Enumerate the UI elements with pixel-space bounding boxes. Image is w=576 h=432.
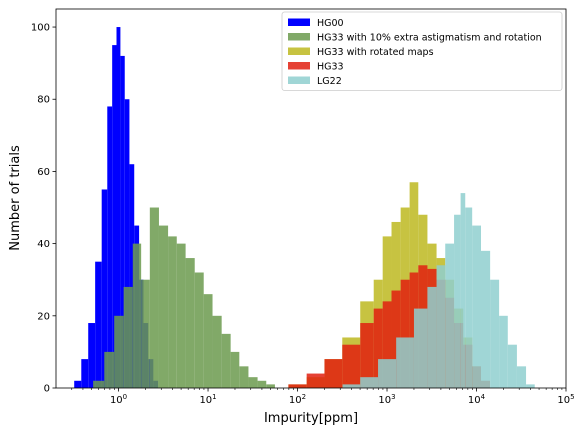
y-axis-label: Number of trials xyxy=(8,145,23,251)
legend-swatch xyxy=(288,47,310,55)
legend-box xyxy=(281,11,563,91)
x-axis-ticks: 100 101 102 103 104 105 xyxy=(71,388,575,406)
bar xyxy=(360,323,374,388)
bar xyxy=(472,225,481,388)
bar xyxy=(324,359,343,388)
bar xyxy=(239,366,249,388)
x-tick-label: 101 xyxy=(199,393,216,406)
legend-swatch xyxy=(288,18,310,26)
legend-swatch xyxy=(288,62,310,70)
bar xyxy=(396,337,414,388)
bar xyxy=(93,380,105,388)
bar xyxy=(230,351,240,388)
legend-entry: HG33 with rotated maps xyxy=(288,47,434,58)
bar xyxy=(507,344,517,388)
bar xyxy=(436,265,446,388)
bar xyxy=(288,384,307,388)
bar xyxy=(112,45,117,388)
bar xyxy=(454,214,461,388)
legend-entry: HG33 xyxy=(288,62,344,73)
bar xyxy=(391,290,401,388)
bar xyxy=(168,236,177,388)
legend-label: LG22 xyxy=(317,76,342,87)
y-tick-label: 80 xyxy=(37,95,50,106)
bar xyxy=(409,272,419,388)
bar xyxy=(526,384,535,388)
bar xyxy=(194,272,204,388)
bar xyxy=(101,189,108,388)
x-tick-label: 102 xyxy=(289,393,306,406)
bar xyxy=(413,308,428,388)
bar xyxy=(149,207,159,388)
legend-label: HG33 with rotated maps xyxy=(317,47,434,58)
legend-entry: LG22 xyxy=(288,76,342,87)
bar xyxy=(248,377,258,388)
x-tick-label: 105 xyxy=(557,393,574,406)
bar xyxy=(221,333,231,388)
y-tick-label: 0 xyxy=(44,384,50,395)
legend-swatch xyxy=(288,33,310,41)
bar xyxy=(342,384,361,388)
bar xyxy=(499,315,508,388)
legend-swatch xyxy=(288,76,310,84)
y-tick-label: 60 xyxy=(37,167,50,178)
x-axis-label: Impurity[ppm] xyxy=(264,411,358,426)
bar xyxy=(120,55,125,389)
y-tick-label: 20 xyxy=(37,311,50,322)
bar xyxy=(342,344,361,388)
x-tick-label: 100 xyxy=(110,393,127,406)
bar xyxy=(141,279,150,388)
bar xyxy=(158,225,169,388)
y-tick-label: 100 xyxy=(31,23,50,34)
bar xyxy=(123,286,133,388)
bar xyxy=(116,27,121,389)
series-4 xyxy=(342,193,535,388)
bar xyxy=(124,99,130,389)
legend-label: HG33 xyxy=(317,62,344,73)
bar xyxy=(460,193,466,388)
bar xyxy=(516,366,527,388)
plot-frame xyxy=(55,8,567,389)
x-tick-label: 103 xyxy=(378,393,395,406)
x-tick-label: 104 xyxy=(468,393,486,406)
bar xyxy=(481,250,491,388)
bar xyxy=(107,106,113,389)
bar xyxy=(74,380,82,388)
histogram-bars xyxy=(74,27,535,389)
bar xyxy=(360,377,379,388)
bar xyxy=(104,351,115,388)
y-axis-ticks: 0 20 40 60 80 100 xyxy=(31,23,56,395)
series-1 xyxy=(93,207,275,388)
bar xyxy=(490,279,500,388)
legend-entry: HG33 with 10% extra astigmatism and rota… xyxy=(288,33,542,44)
bar xyxy=(257,380,267,388)
bar xyxy=(185,258,195,388)
bar xyxy=(427,286,437,388)
bar xyxy=(306,373,325,388)
legend-entry: HG00 xyxy=(288,18,344,29)
bar xyxy=(378,359,397,388)
bar xyxy=(95,261,102,388)
bar xyxy=(203,294,213,388)
bar xyxy=(400,279,410,388)
bar xyxy=(373,308,383,388)
bar xyxy=(132,243,142,388)
bar xyxy=(212,315,222,388)
legend-label: HG00 xyxy=(317,18,344,29)
bar xyxy=(88,323,96,388)
bar xyxy=(129,164,135,388)
legend: HG00 HG33 with 10% extra astigmatism and … xyxy=(281,11,563,91)
bar xyxy=(266,384,275,388)
bar xyxy=(465,207,473,388)
bar xyxy=(382,301,392,388)
bar xyxy=(176,243,186,388)
legend-label: HG33 with 10% extra astigmatism and rota… xyxy=(317,33,542,44)
bar xyxy=(81,359,89,388)
bar xyxy=(114,315,124,388)
y-tick-label: 40 xyxy=(37,239,50,250)
bar xyxy=(445,243,455,388)
